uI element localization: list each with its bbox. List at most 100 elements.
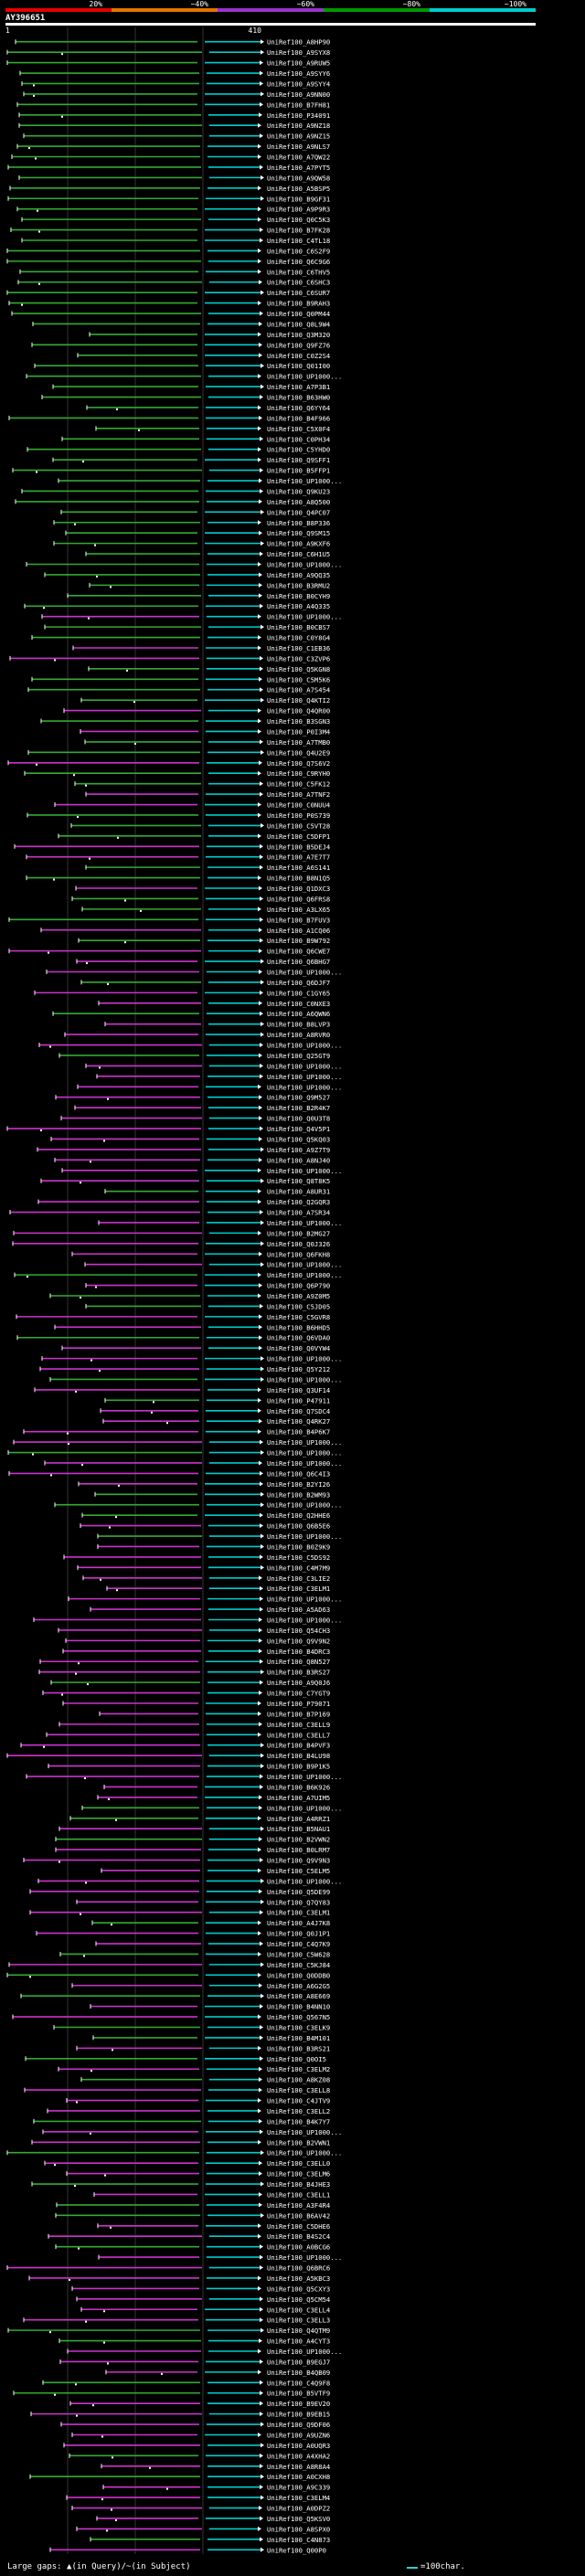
hit-label: UniRef100_Q5DE99 [267,1888,330,1896]
hit-gap-marker [74,2185,76,2188]
hit-label: UniRef100_Q5CXY3 [267,2284,330,2293]
hit-label: UniRef100_Q54CH3 [267,1627,330,1635]
hit-end-arrow [260,781,263,787]
hit-label: UniRef100_A8R8A4 [267,2463,330,2471]
hit-label: UniRef100_A5BSP5 [267,185,330,193]
hit-gap-marker [29,1976,31,1978]
hit-gap-marker [35,157,37,160]
hit-label: UniRef100_B4M101 [267,2034,330,2042]
hit-end-arrow [261,1962,264,1967]
hit-end-arrow [259,2506,262,2511]
hit-gap-marker [81,1463,83,1466]
hit-label: UniRef100_C5FK12 [267,780,330,789]
hit-label: UniRef100_C5YHD0 [267,446,330,454]
hit-end-arrow [260,2390,263,2396]
identity-scale-label: ~40% [191,0,208,8]
hit-gap-marker [38,230,40,233]
hit-end-arrow [258,812,261,818]
hit-label: UniRef100_C6THV5 [267,268,330,276]
hit-label: UniRef100_C3ELL7 [267,1731,330,1739]
hit-label: UniRef100_C5JD05 [267,1302,330,1310]
hit-label: UniRef100_A7S454 [267,686,330,694]
hit-label: UniRef100_A4CYT3 [267,2337,330,2346]
hit-end-arrow [258,1408,261,1414]
hit-gap-marker [115,1516,117,1519]
hit-end-arrow [260,1941,263,1946]
hit-end-arrow [261,1993,264,1998]
hit-end-arrow [258,259,261,264]
hit-label: UniRef100_C5X0F4 [267,425,330,433]
hit-label: UniRef100_Q0C5K3 [267,216,330,224]
hit-end-arrow [261,49,264,55]
hit-end-arrow [260,133,263,139]
hit-label: UniRef100_P0S739 [267,811,330,820]
hit-end-arrow [260,2516,263,2521]
hit-end-arrow [258,718,261,724]
hit-label: UniRef100_A9C339 [267,2484,330,2492]
hit-label: UniRef100_B9GF31 [267,195,330,203]
hit-label: UniRef100_C3ELL9 [267,1721,330,1729]
identity-scale-segment [112,8,218,12]
hit-label: UniRef100_B9P1K5 [267,1763,330,1771]
hit-label: UniRef100_Q7SDC4 [267,1407,330,1415]
hit-label: UniRef100_B7FH81 [267,101,330,109]
hit-label: UniRef100_UP1000... [267,1773,342,1781]
hit-end-arrow [260,1585,263,1591]
hit-label: UniRef100_UP1000... [267,1438,342,1447]
scale-bar [407,2567,418,2569]
hit-end-arrow [259,572,262,578]
hit-end-arrow [258,2285,261,2291]
hit-label: UniRef100_A9Q0J6 [267,1679,330,1687]
query-end-label: 410 [249,27,262,35]
hit-end-arrow [260,311,263,316]
hit-label: UniRef100_C5GVR8 [267,1313,330,1321]
hit-label: UniRef100_A3F4R4 [267,2201,330,2210]
hit-gap-marker [53,878,55,881]
hit-label: UniRef100_Q6BRC6 [267,2264,330,2273]
hit-gap-marker [87,1683,89,1686]
hit-end-arrow [259,1691,262,1696]
hit-end-arrow [261,1533,264,1539]
hit-end-arrow [258,708,261,714]
hit-label: UniRef100_A6S141 [267,864,330,872]
hit-end-arrow [260,843,263,849]
hit-label: UniRef100_C4JTV9 [267,2097,330,2105]
hit-label: UniRef100_Q6DJF7 [267,979,330,987]
hit-gap-marker [161,2372,163,2375]
hit-end-arrow [259,1627,262,1633]
hit-end-arrow [258,1972,261,1977]
hit-gap-marker [83,1955,85,1957]
hit-gap-marker [107,2362,109,2365]
hit-label: UniRef100_C4M7M9 [267,1564,330,1572]
hit-label: UniRef100_Q5KSV0 [267,2515,330,2523]
hit-label: UniRef100_Q6CWE7 [267,948,330,956]
hit-gap-marker [69,2278,70,2281]
hit-gap-marker [80,1182,81,1184]
hit-label: UniRef100_A9RUW5 [267,59,330,68]
hit-label: UniRef100_Q4RK27 [267,1417,330,1426]
hit-end-arrow [258,2526,261,2531]
hit-label: UniRef100_C7YGT9 [267,1690,330,1698]
hit-label: UniRef100_B7FUV3 [267,916,330,924]
hit-label: UniRef100_Q6P790 [267,1282,330,1290]
hit-end-arrow [260,990,263,995]
hit-end-arrow [258,2233,261,2239]
hit-end-arrow [259,1105,262,1110]
hit-gap-marker [103,2341,105,2344]
hit-label: UniRef100_UP1000... [267,2128,342,2136]
hit-label: UniRef100_B9EB15 [267,2411,330,2419]
hit-end-arrow [258,614,261,620]
hit-label: UniRef100_Q9V9N2 [267,1637,330,1645]
hit-end-arrow [260,1659,263,1664]
query-bar [5,23,536,26]
hit-end-arrow [260,1043,263,1048]
hit-end-arrow [260,1011,263,1016]
hit-gap-marker [95,1286,97,1288]
hit-end-arrow [258,1429,261,1435]
hit-label: UniRef100_Q00P0 [267,2546,326,2554]
hit-gap-marker [80,1297,81,1299]
hit-label: UniRef100_Q8L9W4 [267,320,330,328]
hit-end-arrow [259,1324,262,1330]
hit-gap-marker [21,303,23,306]
hit-label: UniRef100_Q6C9G6 [267,258,330,266]
